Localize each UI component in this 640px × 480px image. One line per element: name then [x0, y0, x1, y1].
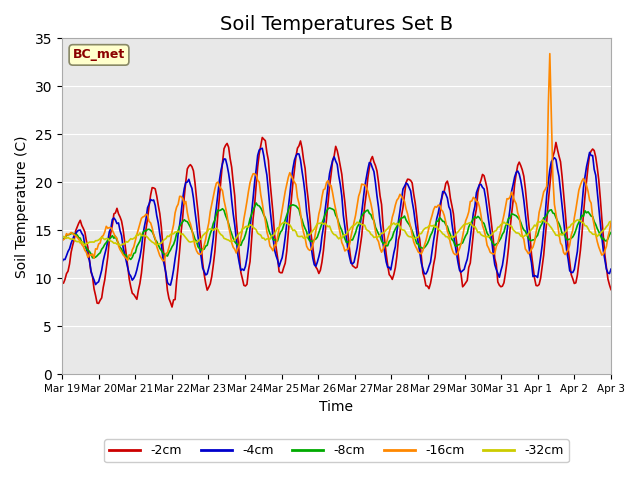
-32cm — [223, 237, 231, 242]
-4cm — [242, 264, 250, 269]
Legend: -2cm, -4cm, -8cm, -16cm, -32cm: -2cm, -4cm, -8cm, -16cm, -32cm — [104, 439, 569, 462]
-16cm — [607, 219, 615, 225]
-16cm — [251, 171, 259, 177]
-8cm — [607, 229, 615, 235]
-32cm — [251, 226, 259, 231]
Text: BC_met: BC_met — [73, 48, 125, 61]
Line: -16cm: -16cm — [62, 54, 611, 261]
-2cm — [301, 166, 309, 171]
-32cm — [580, 220, 588, 226]
-8cm — [58, 235, 66, 240]
-2cm — [58, 279, 66, 285]
X-axis label: Time: Time — [319, 400, 353, 414]
-32cm — [607, 218, 615, 224]
-32cm — [116, 242, 124, 248]
-8cm — [252, 200, 260, 206]
-4cm — [259, 145, 266, 151]
-4cm — [607, 266, 615, 272]
-2cm — [223, 141, 231, 146]
-16cm — [580, 176, 588, 181]
-16cm — [58, 238, 66, 244]
-2cm — [607, 287, 615, 292]
Title: Soil Temperatures Set B: Soil Temperatures Set B — [220, 15, 453, 34]
-16cm — [223, 213, 231, 218]
-4cm — [301, 191, 309, 197]
-4cm — [125, 271, 133, 276]
-8cm — [301, 226, 309, 231]
-2cm — [580, 211, 588, 217]
-2cm — [168, 304, 176, 310]
-8cm — [242, 231, 250, 237]
-16cm — [242, 207, 250, 213]
-16cm — [300, 229, 307, 235]
Y-axis label: Soil Temperature (C): Soil Temperature (C) — [15, 135, 29, 277]
-32cm — [242, 224, 250, 229]
-2cm — [251, 202, 259, 208]
-8cm — [223, 216, 231, 222]
-32cm — [300, 235, 307, 241]
Line: -2cm: -2cm — [62, 137, 611, 307]
-4cm — [58, 259, 66, 265]
-8cm — [125, 255, 133, 261]
-32cm — [573, 217, 581, 223]
Line: -8cm: -8cm — [62, 203, 611, 259]
Line: -32cm: -32cm — [62, 220, 611, 245]
-2cm — [125, 276, 133, 282]
-2cm — [242, 283, 250, 289]
-4cm — [580, 185, 588, 191]
-16cm — [546, 51, 554, 57]
-32cm — [58, 234, 66, 240]
-2cm — [259, 134, 266, 140]
-8cm — [127, 256, 134, 262]
Line: -4cm: -4cm — [62, 148, 611, 285]
-4cm — [166, 282, 174, 288]
-16cm — [159, 258, 166, 264]
-8cm — [251, 204, 259, 210]
-4cm — [251, 179, 259, 185]
-16cm — [125, 252, 133, 258]
-4cm — [223, 163, 231, 168]
-32cm — [127, 236, 134, 241]
-8cm — [580, 214, 588, 219]
